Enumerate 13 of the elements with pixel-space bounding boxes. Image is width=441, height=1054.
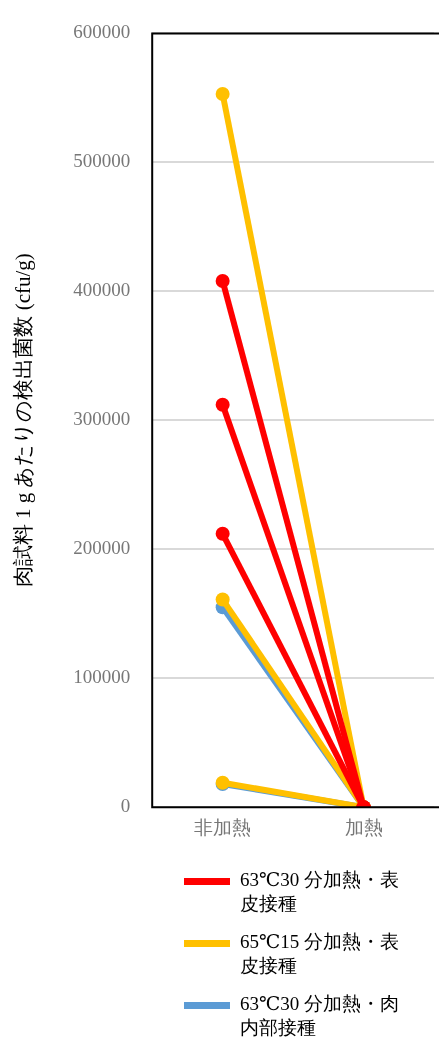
legend-label: 63℃30 分加熱・肉内部接種 (240, 992, 400, 1040)
y-tick-label: 100000 (73, 666, 131, 688)
legend-label: 63℃30 分加熱・表皮接種 (240, 868, 400, 916)
y-axis-title: 肉試料 1 g あたりの検出菌数 (cfu/g) (11, 253, 36, 588)
y-tick-label: 0 (120, 795, 131, 817)
legend-label: 65℃15 分加熱・表皮接種 (240, 930, 400, 978)
y-tick-label: 600000 (73, 21, 131, 43)
x-tick-label: 加熱 (344, 816, 383, 838)
y-tick-label: 400000 (73, 279, 131, 301)
y-tick-label: 200000 (73, 537, 131, 559)
x-tick-label: 非加熱 (194, 816, 252, 838)
y-tick-label: 500000 (73, 150, 131, 172)
y-tick-label: 300000 (73, 408, 131, 430)
